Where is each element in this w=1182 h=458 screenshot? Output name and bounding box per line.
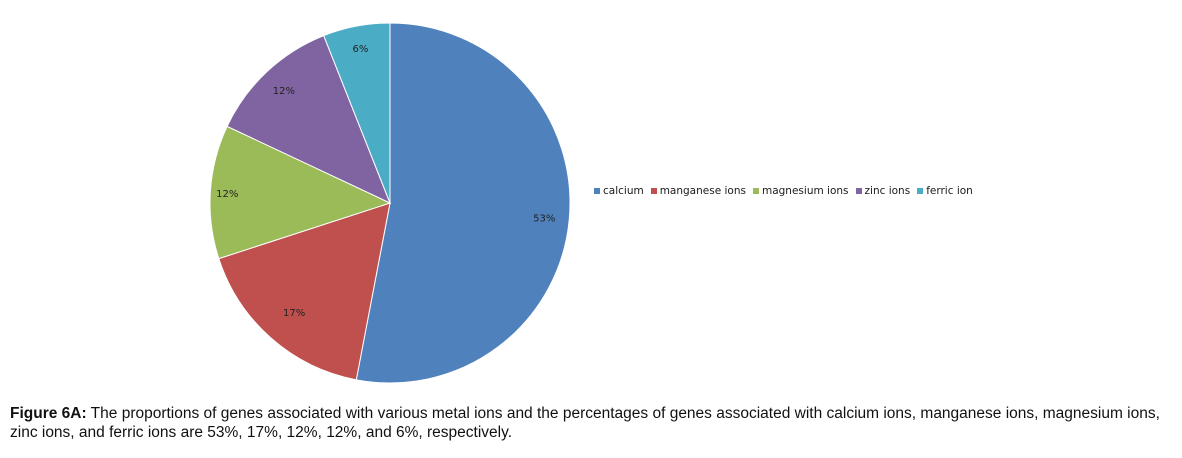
pie-slice-calcium: [355, 22, 571, 384]
data-label-manganese-ions: 17%: [283, 308, 305, 319]
legend-label: ferric ion: [926, 185, 973, 197]
data-label-ferric-ion: 6%: [352, 44, 368, 55]
caption-label: Figure 6A:: [10, 405, 87, 422]
pie-chart: 53% 17% 12% 12% 6%: [209, 22, 571, 384]
legend-item-magnesium-ions: magnesium ions: [752, 185, 849, 197]
pie-slice-manganese-ions: [218, 202, 391, 381]
pie-slice-magnesium-ions: [209, 125, 392, 260]
legend-swatch: [917, 188, 924, 194]
legend-label: calcium: [603, 185, 644, 197]
legend-item-manganese-ions: manganese ions: [650, 185, 746, 197]
legend-swatch: [752, 188, 759, 194]
legend-label: zinc ions: [864, 185, 911, 197]
caption-text: The proportions of genes associated with…: [10, 405, 1160, 441]
legend-label: manganese ions: [659, 185, 746, 197]
data-label-zinc-ions: 12%: [273, 86, 295, 97]
pie-slice-ferric-ion: [323, 22, 391, 204]
pie-slice-zinc-ions: [226, 34, 391, 204]
data-label-calcium: 53%: [533, 214, 555, 225]
legend-label: magnesium ions: [761, 185, 849, 197]
legend-item-ferric-ion: ferric ion: [917, 185, 973, 197]
legend-swatch: [855, 188, 862, 194]
legend-item-zinc-ions: zinc ions: [855, 185, 911, 197]
legend-item-calcium: calcium: [594, 185, 644, 197]
legend-swatch: [594, 188, 600, 194]
data-label-magnesium-ions: 12%: [216, 189, 238, 200]
chart-legend: calcium manganese ions magnesium ions zinc …: [594, 185, 980, 197]
legend-swatch: [650, 188, 657, 194]
figure-caption: Figure 6A: The proportions of genes asso…: [10, 404, 1175, 442]
